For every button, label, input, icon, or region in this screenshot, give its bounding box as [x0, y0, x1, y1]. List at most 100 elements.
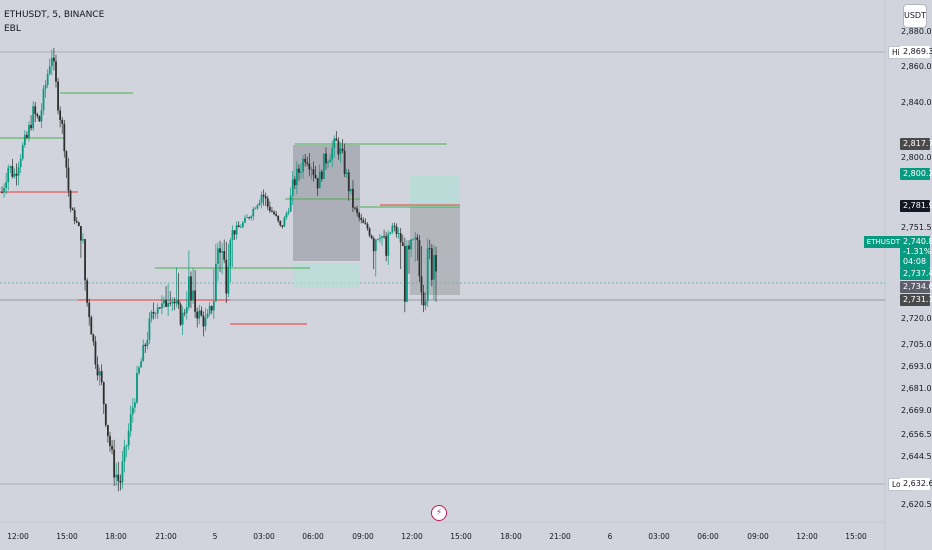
time-tick: 21:00 [155, 532, 177, 541]
candle-body [256, 205, 259, 209]
candle-body [244, 217, 246, 223]
candle-body [295, 168, 298, 186]
zone-box-teal [293, 263, 360, 288]
low-price-label: 2,632.60 [900, 478, 932, 490]
price-tick: 2,860.00 [901, 62, 932, 71]
candle-body [268, 206, 271, 211]
candle-body [102, 382, 105, 405]
candle-body [360, 217, 363, 221]
candle-body [385, 236, 388, 256]
candle-body [408, 245, 410, 250]
candle-body [77, 222, 80, 227]
candle-body [146, 339, 149, 347]
candle-body [28, 124, 30, 138]
candle-body [412, 239, 415, 241]
candle-body [9, 166, 12, 168]
candle-body [163, 300, 165, 304]
candle-body [202, 315, 205, 327]
price-tick: 2,840.00 [901, 98, 932, 107]
candle-body [362, 220, 365, 223]
candle-body [374, 239, 377, 252]
time-tick: 15:00 [56, 532, 78, 541]
candle-body [422, 292, 425, 306]
candle-body [82, 239, 84, 241]
currency-button[interactable]: USDT [903, 4, 927, 28]
price-tick: 2,693.00 [901, 362, 932, 371]
candle-body [225, 259, 228, 294]
candle-body [212, 301, 215, 311]
candle-body [84, 239, 86, 281]
candle-body [318, 171, 321, 189]
candle-body [57, 81, 59, 111]
time-tick: 18:00 [105, 532, 127, 541]
candle-body [210, 306, 213, 311]
candle-body [381, 236, 383, 238]
candle-body [289, 195, 292, 212]
candle-body [144, 344, 147, 347]
candle-body [214, 263, 217, 302]
candle-body [347, 172, 350, 192]
bolt-icon[interactable]: ⚡ [431, 505, 447, 521]
candle-body [181, 312, 184, 325]
candle-body [283, 217, 286, 227]
candle-body [40, 110, 43, 122]
candle-body [366, 224, 369, 229]
candle-body [372, 238, 375, 252]
candle-body [196, 311, 199, 319]
candle-body [100, 371, 103, 383]
candle-body [246, 217, 248, 219]
indicator-label[interactable]: EBL [4, 24, 21, 34]
candle-body [115, 474, 118, 478]
candle-body [333, 138, 336, 149]
candle-body [23, 134, 26, 146]
time-tick: 15:00 [450, 532, 472, 541]
candle-body [304, 158, 307, 163]
candle-body [262, 194, 265, 197]
candle-body [36, 114, 39, 117]
candle-body [250, 216, 253, 219]
candle-body [19, 158, 22, 168]
candle-body [285, 213, 288, 218]
zone-box-teal [410, 175, 460, 207]
candle-body [169, 303, 172, 304]
candle-body [406, 245, 408, 302]
candle-body [208, 306, 211, 314]
candle-body [335, 138, 338, 141]
candle-body [358, 212, 361, 218]
candle-body [187, 276, 190, 308]
candle-body [150, 312, 153, 319]
time-tick: 12:00 [401, 532, 423, 541]
candle-body [266, 198, 269, 207]
candle-body [3, 187, 5, 193]
candle-body [7, 167, 10, 183]
candle-body [379, 237, 381, 240]
candle-body [343, 150, 346, 175]
candle-body [53, 57, 55, 62]
symbol-price-tag: ETHUSDT [863, 236, 903, 248]
candle-body [424, 301, 427, 306]
candle-body [44, 84, 47, 89]
price-tick: 2,644.50 [901, 452, 932, 461]
candle-body [121, 461, 124, 483]
price-tick: 2,800.00 [901, 153, 932, 162]
candle-body [156, 307, 159, 314]
candle-body [123, 446, 126, 462]
level-label: 2,800.28 [900, 168, 932, 180]
candle-body [113, 449, 116, 478]
candle-body [327, 162, 329, 164]
candle-body [264, 196, 267, 199]
candle-body [277, 215, 280, 221]
candle-body [420, 276, 423, 293]
candle-body [229, 239, 232, 267]
current-price: 2,740.81 [903, 237, 932, 246]
candle-body [127, 430, 130, 446]
candle-body [34, 106, 37, 115]
candle-body [165, 300, 167, 307]
candle-body [221, 251, 224, 253]
symbol-title[interactable]: ETHUSDT, 5, BINANCE [4, 10, 105, 20]
candle-body [399, 233, 402, 243]
candle-body [65, 151, 68, 168]
candle-body [387, 233, 390, 256]
candle-body [341, 148, 344, 151]
